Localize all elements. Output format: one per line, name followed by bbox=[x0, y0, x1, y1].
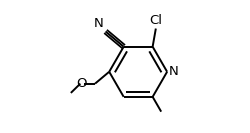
Text: O: O bbox=[77, 77, 87, 90]
Text: Cl: Cl bbox=[149, 14, 162, 27]
Text: N: N bbox=[169, 65, 179, 78]
Text: N: N bbox=[94, 17, 103, 30]
